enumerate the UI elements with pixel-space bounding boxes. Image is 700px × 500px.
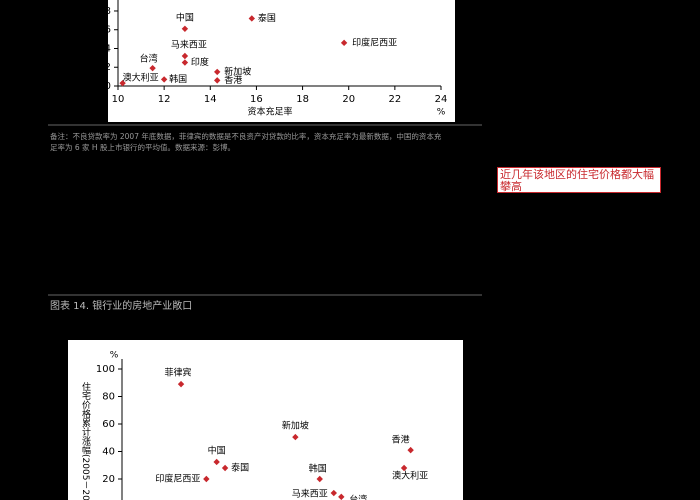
point	[213, 458, 220, 466]
point-label: 中国	[176, 11, 194, 23]
point	[400, 464, 408, 472]
y-tick-label: 80	[102, 392, 115, 403]
y-tick-label: 40	[102, 447, 115, 458]
point-label: 韩国	[169, 73, 187, 85]
y-axis-label: 款率	[87, 0, 98, 19]
x-tick-label: 22	[388, 94, 401, 105]
y-tick-label: 6	[105, 25, 111, 36]
point	[160, 76, 168, 83]
axis-unit: %	[110, 351, 119, 361]
x-tick-label: 10	[112, 94, 125, 105]
point	[316, 475, 323, 483]
point-label: 台湾	[140, 53, 158, 65]
callout: 近几年该地区的住宅价格都大幅攀高	[497, 167, 661, 193]
point	[181, 52, 189, 60]
point-label: 马来西亚	[292, 489, 328, 500]
y-tick-label: 4	[105, 43, 111, 54]
note-line: 足率为 6 家 H 股上市银行的平均值。数据来源：彭博。	[50, 142, 235, 152]
x-tick-label: 18	[296, 94, 309, 105]
point	[340, 39, 348, 47]
point-label: 新加坡	[224, 65, 251, 77]
chart-panel	[108, 0, 455, 122]
chart-panel	[68, 340, 463, 500]
y-tick-label: 60	[102, 419, 115, 430]
x-tick-label: 24	[435, 94, 448, 105]
y-tick-label: 8	[105, 6, 111, 17]
point-label: 印度尼西亚	[155, 473, 200, 485]
point	[119, 79, 126, 87]
point	[407, 446, 414, 454]
x-tick-label: 20	[342, 94, 355, 105]
point-label: 香港	[224, 74, 242, 86]
point	[221, 464, 229, 472]
y-tick-label: 20	[102, 474, 115, 485]
point	[330, 489, 337, 497]
caption: 图表 14. 银行业的房地产业敞口	[50, 299, 192, 312]
x-tick-label: 14	[204, 94, 217, 105]
point	[214, 77, 221, 84]
point	[203, 475, 210, 483]
point-label: 新加坡	[282, 420, 309, 432]
point-label: 澳大利亚	[123, 72, 159, 84]
x-tick-label: 16	[250, 94, 263, 105]
point	[248, 15, 256, 22]
point-label: 泰国	[258, 12, 276, 24]
note-line: 备注：不良贷款率为 2007 年底数据，菲律宾的数据是不良资产对贷款的比率，资本…	[50, 131, 442, 141]
point	[177, 380, 185, 388]
y-tick-label: 2	[105, 62, 111, 73]
point	[338, 493, 345, 500]
x-axis-label: 资本充足率	[247, 106, 292, 118]
point-label: 台湾	[349, 493, 367, 500]
point-label: 印度	[191, 56, 209, 68]
point-label: 中国	[208, 444, 226, 456]
y-axis-label: 住宅价格累计涨幅(2005－2007)	[80, 381, 91, 500]
point-label: 泰国	[231, 462, 249, 474]
y-tick-label: 100	[96, 364, 115, 375]
point	[214, 68, 221, 76]
axis-unit: %	[437, 108, 446, 118]
point	[149, 64, 156, 72]
x-tick-label: 12	[158, 94, 171, 105]
point	[292, 433, 299, 441]
point-label: 澳大利亚	[392, 470, 428, 482]
point-label: 韩国	[309, 463, 327, 475]
point	[181, 59, 189, 66]
point	[181, 25, 189, 32]
y-tick-label: 0	[105, 81, 111, 92]
point-label: 菲律宾	[165, 367, 192, 379]
point-label: 马来西亚	[171, 39, 207, 50]
point-label: 香港	[392, 434, 410, 446]
point-label: 印度尼西亚	[352, 36, 397, 48]
